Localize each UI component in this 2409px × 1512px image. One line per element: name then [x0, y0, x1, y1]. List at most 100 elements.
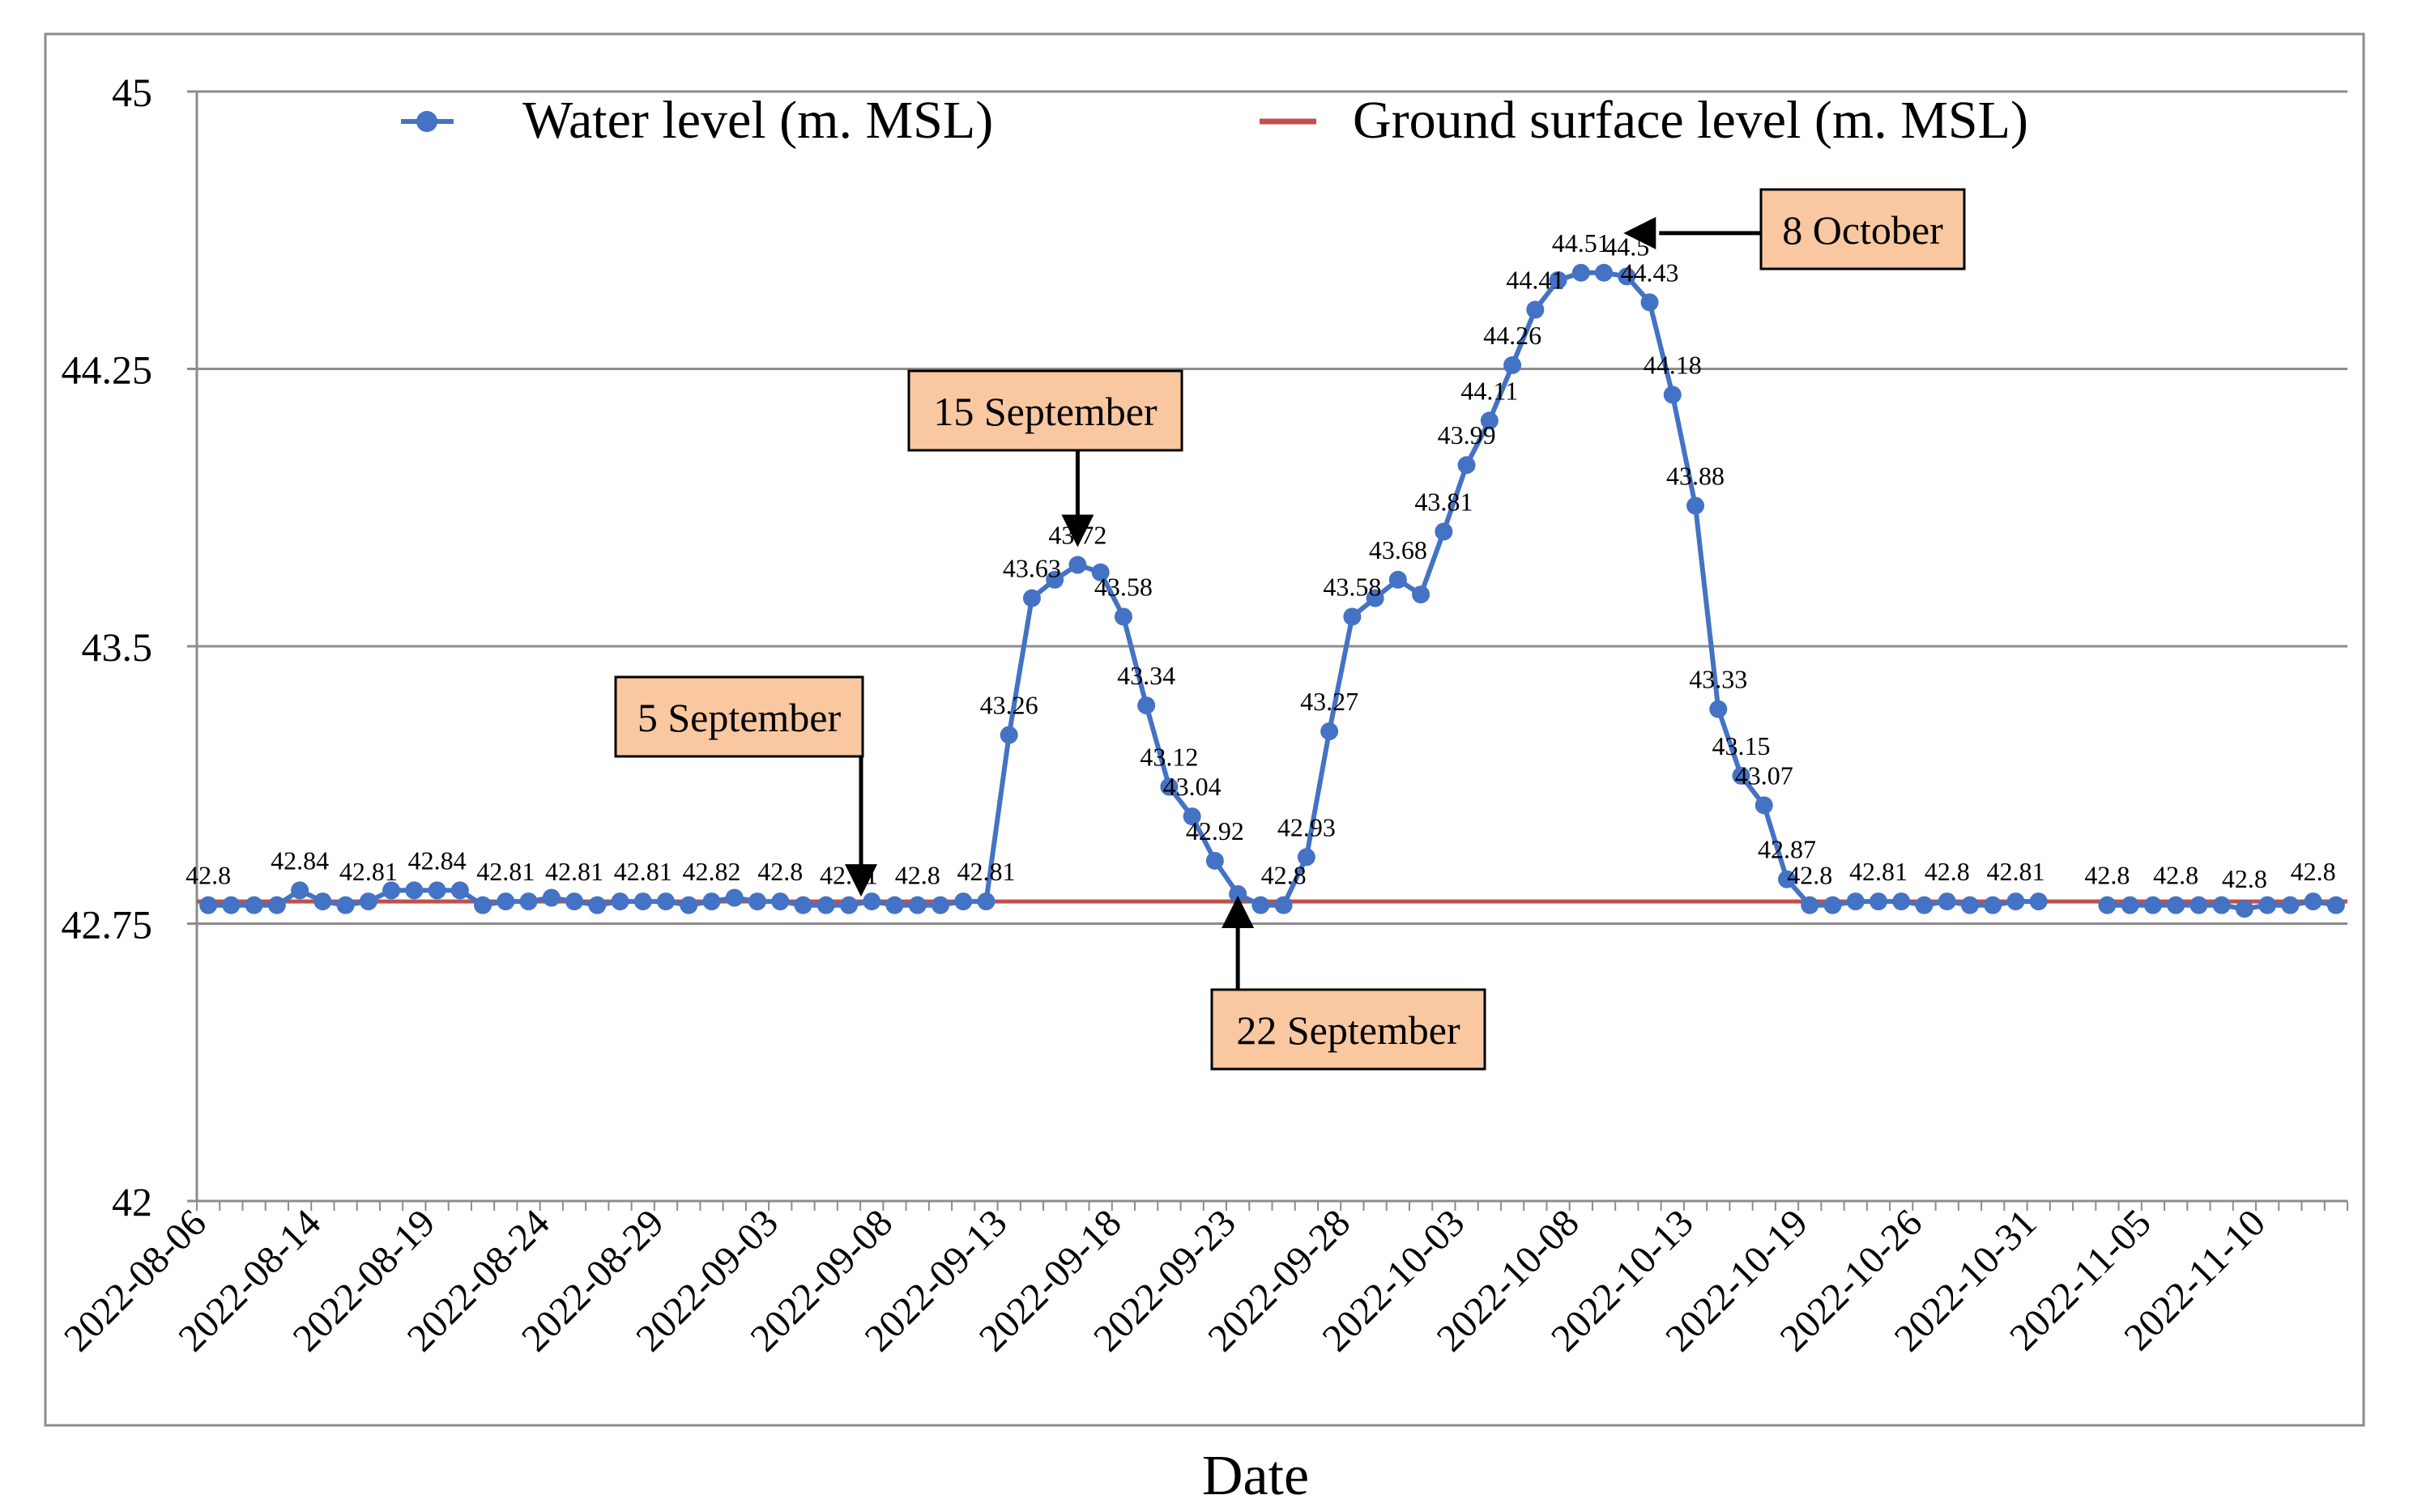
data-label: 44.26: [1483, 321, 1541, 350]
water-level-point: [1846, 892, 1865, 911]
water-level-point: [1595, 263, 1614, 282]
water-level-point: [1183, 807, 1201, 826]
y-tick-label: 42: [112, 1179, 152, 1225]
data-label: 43.27: [1300, 687, 1358, 716]
water-level-point: [2326, 896, 2345, 914]
water-level-point: [839, 896, 858, 914]
water-level-point: [1229, 884, 1247, 903]
water-level-point: [474, 896, 492, 914]
water-level-point: [1801, 896, 1819, 914]
data-label: 43.07: [1735, 760, 1793, 790]
water-level-point: [291, 881, 309, 900]
water-level-point: [1778, 870, 1797, 888]
water-level-point: [1732, 766, 1750, 785]
water-level-point: [1274, 896, 1293, 914]
data-label: 44.18: [1644, 350, 1702, 379]
water-level-point: [794, 896, 812, 914]
data-label: 44.43: [1621, 258, 1679, 287]
annotation-label: 8 October: [1782, 207, 1943, 253]
water-level-point: [657, 892, 676, 911]
data-label: 43.34: [1117, 661, 1175, 690]
water-level-point: [2167, 896, 2185, 914]
data-label: 42.8: [1787, 861, 1832, 890]
data-label: 42.8: [1261, 861, 1307, 890]
annotation-box: [614, 675, 864, 758]
y-tick-label: 45: [112, 70, 152, 115]
water-level-point: [1686, 496, 1705, 515]
data-label: 43.68: [1369, 535, 1427, 564]
data-label: 44.51: [1552, 228, 1610, 258]
data-label: 42.93: [1277, 812, 1336, 841]
data-label: 43.58: [1094, 572, 1153, 601]
data-label: 42.8: [2291, 857, 2336, 886]
data-label: 42.8: [1925, 857, 1970, 886]
water-level-point: [1549, 270, 1567, 289]
water-level-point: [1297, 848, 1315, 867]
data-label: 43.88: [1666, 461, 1725, 490]
data-label: 42.81: [1986, 857, 2044, 886]
water-level-point: [450, 881, 469, 900]
water-level-point: [199, 896, 218, 914]
water-level-point: [885, 896, 904, 914]
water-level-point: [519, 892, 538, 911]
annotation-arrowhead: [1061, 514, 1094, 547]
water-level-point: [1755, 796, 1773, 815]
data-label: 42.81: [614, 857, 672, 886]
water-level-point: [428, 881, 446, 900]
water-level-point: [1091, 563, 1110, 581]
data-label: 42.81: [1849, 857, 1908, 886]
water-level-point: [1137, 696, 1156, 715]
water-level-point: [977, 892, 996, 911]
water-level-point: [313, 892, 332, 911]
water-level-point: [1915, 896, 1934, 914]
data-label: 42.84: [271, 845, 329, 875]
annotation-label: 22 September: [1236, 1007, 1460, 1053]
annotation-label: 15 September: [933, 389, 1158, 434]
water-level-point: [2258, 896, 2277, 914]
water-level-point: [2006, 892, 2025, 911]
water-level-point: [2304, 892, 2322, 911]
water-level-point: [1480, 411, 1499, 430]
water-level-point: [382, 881, 401, 900]
data-label: 42.81: [957, 857, 1015, 886]
data-label: 43.63: [1003, 554, 1061, 583]
annotation-box: [1210, 988, 1486, 1071]
data-label: 42.8: [2153, 861, 2198, 890]
water-level-point: [1571, 263, 1590, 282]
water-level-point: [2189, 896, 2208, 914]
data-label: 43.33: [1689, 665, 1747, 694]
water-level-point: [1663, 385, 1682, 404]
water-level-point: [863, 892, 881, 911]
data-label: 44.11: [1460, 376, 1518, 405]
water-level-point: [702, 892, 721, 911]
water-level-point: [1869, 892, 1887, 911]
water-level-point: [245, 896, 263, 914]
water-level-point: [1892, 892, 1911, 911]
data-label: 43.99: [1438, 420, 1496, 449]
water-level-point: [2212, 896, 2231, 914]
water-level-point: [1320, 722, 1339, 741]
data-label: 42.8: [185, 861, 231, 890]
water-level-point: [611, 892, 629, 911]
water-level-point: [1114, 607, 1132, 626]
data-label: 43.58: [1323, 572, 1381, 601]
data-label: 42.82: [683, 857, 741, 886]
data-label: 42.81: [476, 857, 535, 886]
data-label: 43.15: [1712, 731, 1771, 760]
water-level-point: [1205, 851, 1224, 870]
data-label: 43.12: [1140, 743, 1198, 772]
data-label: 43.04: [1163, 772, 1222, 801]
y-tick-label: 42.75: [62, 902, 153, 948]
water-level-point: [565, 892, 584, 911]
annotation-arrowhead: [1623, 216, 1656, 249]
water-level-point: [1435, 522, 1453, 541]
water-level-point: [1160, 777, 1179, 796]
data-label: 42.81: [339, 857, 398, 886]
water-level-point: [817, 896, 835, 914]
water-level-point: [2281, 896, 2300, 914]
water-level-point: [2098, 896, 2117, 914]
y-tick-label: 43.5: [82, 624, 153, 670]
water-level-point: [1046, 570, 1064, 589]
legend: Water level (m. MSL) Ground surface leve…: [401, 91, 2028, 150]
